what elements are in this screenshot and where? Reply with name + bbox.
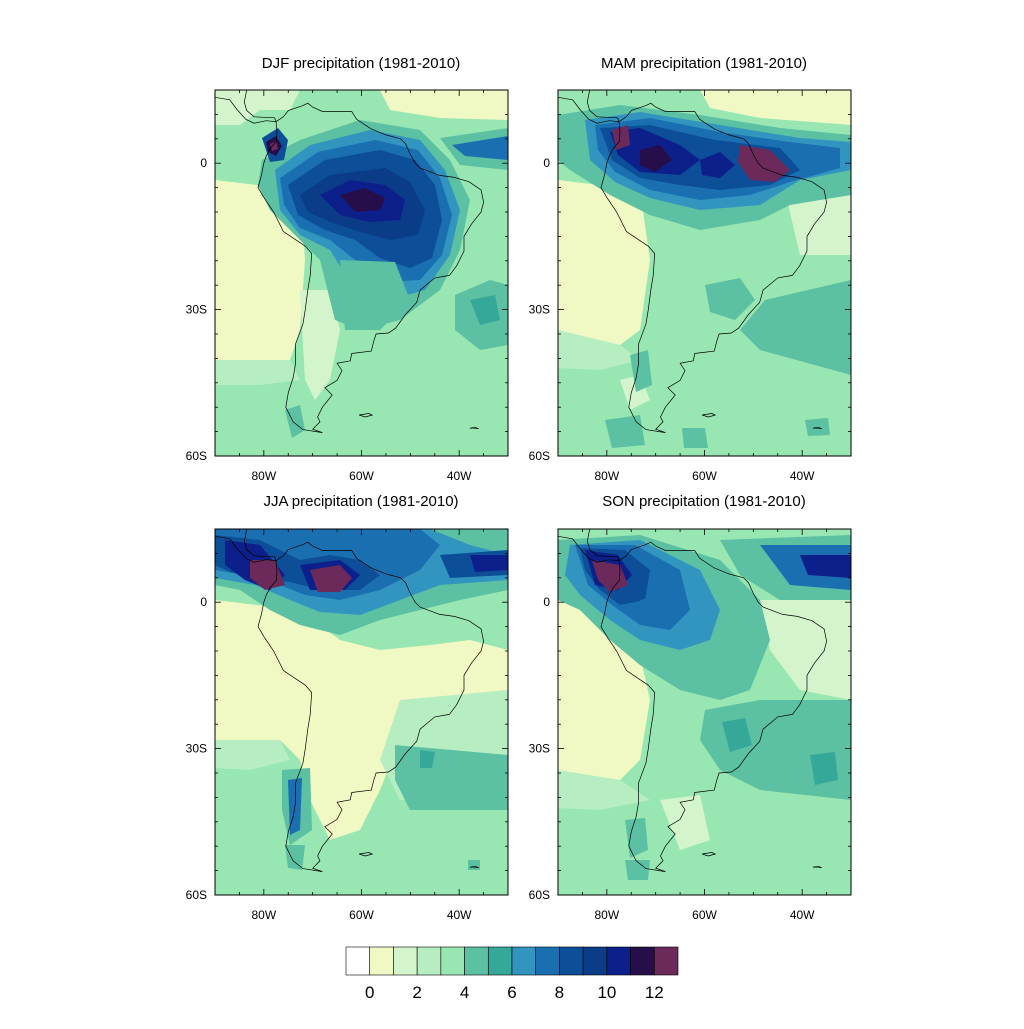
coastline bbox=[558, 529, 827, 872]
y-tick-label: 60S bbox=[529, 888, 550, 902]
colorbar: 0 2 4 6 8 10 12 bbox=[345, 946, 679, 1002]
precip-field bbox=[215, 90, 508, 456]
panel-title: SON precipitation (1981-2010) bbox=[602, 493, 805, 510]
colorbar-label: 12 bbox=[645, 983, 664, 1002]
coastline-path bbox=[600, 102, 827, 433]
x-tick-label: 80W bbox=[251, 469, 276, 483]
colorbar-swatch bbox=[440, 946, 465, 976]
colorbar-swatch bbox=[369, 946, 394, 976]
colorbar-label: 4 bbox=[460, 983, 469, 1002]
y-tick-label: 0 bbox=[543, 595, 550, 609]
panel-djf: DJF precipitation (1981-2010) bbox=[214, 55, 509, 457]
coastline-path bbox=[600, 541, 827, 872]
panel-title: JJA precipitation (1981-2010) bbox=[263, 493, 458, 510]
x-tick-label: 40W bbox=[447, 908, 472, 922]
x-tick-label: 40W bbox=[447, 469, 472, 483]
coastline-path bbox=[469, 865, 479, 869]
colorbar-swatch bbox=[511, 946, 537, 976]
coastline-path bbox=[701, 852, 717, 857]
colorbar-swatch bbox=[464, 946, 489, 976]
colorbar-label: 2 bbox=[412, 983, 421, 1002]
coastline bbox=[558, 90, 827, 433]
coastline-path bbox=[257, 102, 484, 433]
coastline-path bbox=[558, 90, 620, 124]
coastline-path bbox=[469, 426, 479, 430]
coastline bbox=[215, 90, 484, 433]
panel-title: MAM precipitation (1981-2010) bbox=[601, 55, 807, 72]
colorbar-label: 10 bbox=[597, 983, 616, 1002]
colorbar-swatch bbox=[582, 946, 608, 976]
y-tick-label: 0 bbox=[200, 595, 207, 609]
colorbar-swatch bbox=[653, 946, 679, 976]
x-tick-label: 80W bbox=[251, 908, 276, 922]
x-tick-label: 60W bbox=[349, 469, 374, 483]
coastline-path bbox=[215, 90, 277, 124]
panel-jja: JJA precipitation (1981-2010) bbox=[214, 493, 509, 896]
colorbar-label: 6 bbox=[507, 983, 516, 1002]
coastline bbox=[215, 529, 484, 872]
x-tick-label: 40W bbox=[790, 908, 815, 922]
x-tick-label: 60W bbox=[692, 469, 717, 483]
coastline-path bbox=[701, 413, 717, 418]
colorbar-swatch bbox=[606, 946, 631, 976]
colorbar-swatch bbox=[416, 946, 442, 976]
precip-field bbox=[558, 529, 851, 895]
y-tick-label: 0 bbox=[543, 156, 550, 170]
colorbar-swatch bbox=[559, 946, 584, 976]
coastline-path bbox=[812, 426, 822, 430]
colorbar-swatch bbox=[487, 946, 513, 976]
x-tick-label: 60W bbox=[692, 908, 717, 922]
precip-field bbox=[558, 90, 851, 456]
y-tick-label: 30S bbox=[529, 742, 550, 756]
y-tick-label: 0 bbox=[200, 156, 207, 170]
x-tick-label: 80W bbox=[594, 908, 619, 922]
y-tick-label: 30S bbox=[529, 303, 550, 317]
y-tick-label: 60S bbox=[186, 449, 207, 463]
y-tick-label: 60S bbox=[186, 888, 207, 902]
colorbar-swatch bbox=[535, 946, 560, 976]
coastline-path bbox=[812, 865, 822, 869]
colorbar-label: 0 bbox=[365, 983, 374, 1002]
y-tick-label: 30S bbox=[186, 303, 207, 317]
y-tick-label: 30S bbox=[186, 742, 207, 756]
coastline-path bbox=[358, 413, 374, 418]
x-tick-label: 40W bbox=[790, 469, 815, 483]
coastline-path bbox=[358, 852, 374, 857]
colorbar-swatch bbox=[630, 946, 655, 976]
colorbar-swatch bbox=[393, 946, 418, 976]
panel-mam: MAM precipitation (1981-2010) bbox=[557, 55, 852, 457]
panel-son: SON precipitation (1981-2010) bbox=[557, 493, 852, 896]
coastline-path bbox=[215, 529, 277, 563]
coastline-path bbox=[558, 529, 620, 563]
y-tick-label: 60S bbox=[529, 449, 550, 463]
panel-title: DJF precipitation (1981-2010) bbox=[262, 55, 460, 72]
precip-field bbox=[215, 529, 508, 895]
x-tick-label: 80W bbox=[594, 469, 619, 483]
colorbar-swatch bbox=[345, 946, 371, 976]
colorbar-label: 8 bbox=[555, 983, 564, 1002]
axis-ticks: 0 30S 60S 80W 60W 40W 0 30S 60S 80W 60W 40W 0 30S 60S 8… bbox=[186, 89, 852, 922]
coastline-path bbox=[257, 541, 484, 872]
x-tick-label: 60W bbox=[349, 908, 374, 922]
